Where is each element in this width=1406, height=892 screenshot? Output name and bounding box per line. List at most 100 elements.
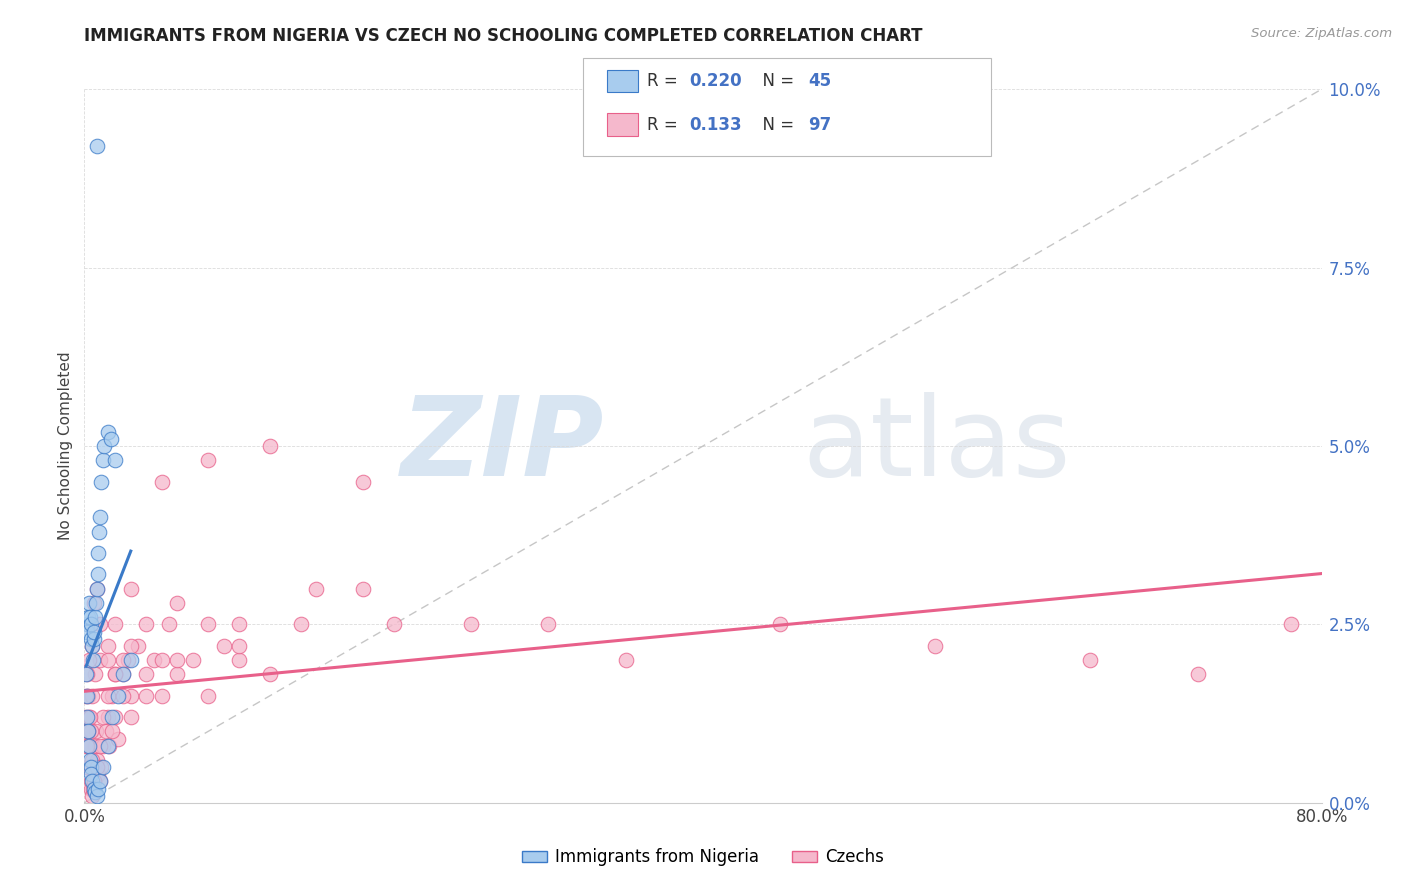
Point — [614, 653, 637, 667]
Point — [79, 760, 101, 774]
Point — [84, 724, 107, 739]
Point — [79, 617, 101, 632]
Point — [460, 617, 482, 632]
Point — [76, 610, 98, 624]
Point — [120, 582, 142, 596]
Text: 0.220: 0.220 — [689, 72, 741, 90]
Point — [96, 639, 118, 653]
Point — [382, 617, 405, 632]
Text: 0.133: 0.133 — [689, 116, 741, 134]
Point — [75, 710, 97, 724]
Point — [94, 724, 117, 739]
Point — [84, 785, 107, 799]
Point — [228, 639, 250, 653]
Point — [100, 432, 122, 446]
Point — [924, 639, 946, 653]
Point — [87, 546, 110, 560]
Point — [166, 667, 188, 681]
Point — [150, 653, 173, 667]
Point — [76, 624, 98, 639]
Point — [352, 475, 374, 489]
Point — [79, 753, 101, 767]
Point — [120, 639, 142, 653]
Legend: Immigrants from Nigeria, Czechs: Immigrants from Nigeria, Czechs — [515, 842, 891, 873]
Point — [120, 689, 142, 703]
Text: N =: N = — [752, 116, 800, 134]
Text: IMMIGRANTS FROM NIGERIA VS CZECH NO SCHOOLING COMPLETED CORRELATION CHART: IMMIGRANTS FROM NIGERIA VS CZECH NO SCHO… — [84, 27, 922, 45]
Point — [159, 617, 180, 632]
Point — [86, 582, 108, 596]
Point — [89, 510, 111, 524]
Point — [150, 475, 173, 489]
Point — [77, 596, 100, 610]
Point — [537, 617, 560, 632]
Point — [86, 139, 108, 153]
Point — [76, 739, 98, 753]
Point — [117, 653, 139, 667]
Point — [98, 739, 121, 753]
Text: R =: R = — [647, 72, 683, 90]
Point — [76, 710, 98, 724]
Point — [80, 781, 103, 796]
Point — [212, 639, 235, 653]
Point — [90, 760, 112, 774]
Point — [104, 710, 127, 724]
Point — [82, 753, 104, 767]
Point — [77, 739, 100, 753]
Point — [83, 624, 105, 639]
Text: R =: R = — [647, 116, 683, 134]
Point — [79, 724, 101, 739]
Point — [84, 739, 107, 753]
Point — [86, 753, 108, 767]
Point — [87, 781, 110, 796]
Point — [101, 710, 124, 724]
Point — [143, 653, 166, 667]
Point — [352, 582, 374, 596]
Point — [84, 596, 107, 610]
Point — [127, 639, 149, 653]
Point — [89, 653, 111, 667]
Point — [107, 689, 129, 703]
Point — [96, 739, 118, 753]
Point — [76, 760, 98, 774]
Point — [91, 710, 114, 724]
Point — [104, 667, 127, 681]
Text: Source: ZipAtlas.com: Source: ZipAtlas.com — [1251, 27, 1392, 40]
Point — [197, 617, 219, 632]
Point — [112, 667, 135, 681]
Point — [112, 689, 135, 703]
Point — [89, 774, 111, 789]
Point — [84, 610, 107, 624]
Point — [80, 632, 103, 646]
Point — [86, 567, 108, 582]
Y-axis label: No Schooling Completed: No Schooling Completed — [58, 351, 73, 541]
Text: atlas: atlas — [801, 392, 1070, 500]
Point — [91, 739, 114, 753]
Point — [89, 739, 111, 753]
Point — [76, 724, 98, 739]
Point — [82, 639, 104, 653]
Point — [259, 439, 281, 453]
Point — [166, 653, 188, 667]
Point — [86, 760, 108, 774]
Point — [79, 774, 101, 789]
Point — [91, 453, 114, 467]
Point — [82, 774, 104, 789]
Point — [104, 667, 127, 681]
Point — [82, 639, 104, 653]
Point — [1187, 667, 1209, 681]
Point — [83, 596, 105, 610]
Point — [77, 710, 100, 724]
Point — [82, 781, 104, 796]
Point — [150, 689, 173, 703]
Point — [86, 789, 108, 803]
Point — [101, 724, 124, 739]
Point — [87, 767, 110, 781]
Point — [89, 774, 111, 789]
Point — [166, 596, 188, 610]
Point — [96, 653, 118, 667]
Point — [228, 617, 250, 632]
Point — [305, 582, 328, 596]
Point — [77, 724, 100, 739]
Point — [79, 610, 101, 624]
